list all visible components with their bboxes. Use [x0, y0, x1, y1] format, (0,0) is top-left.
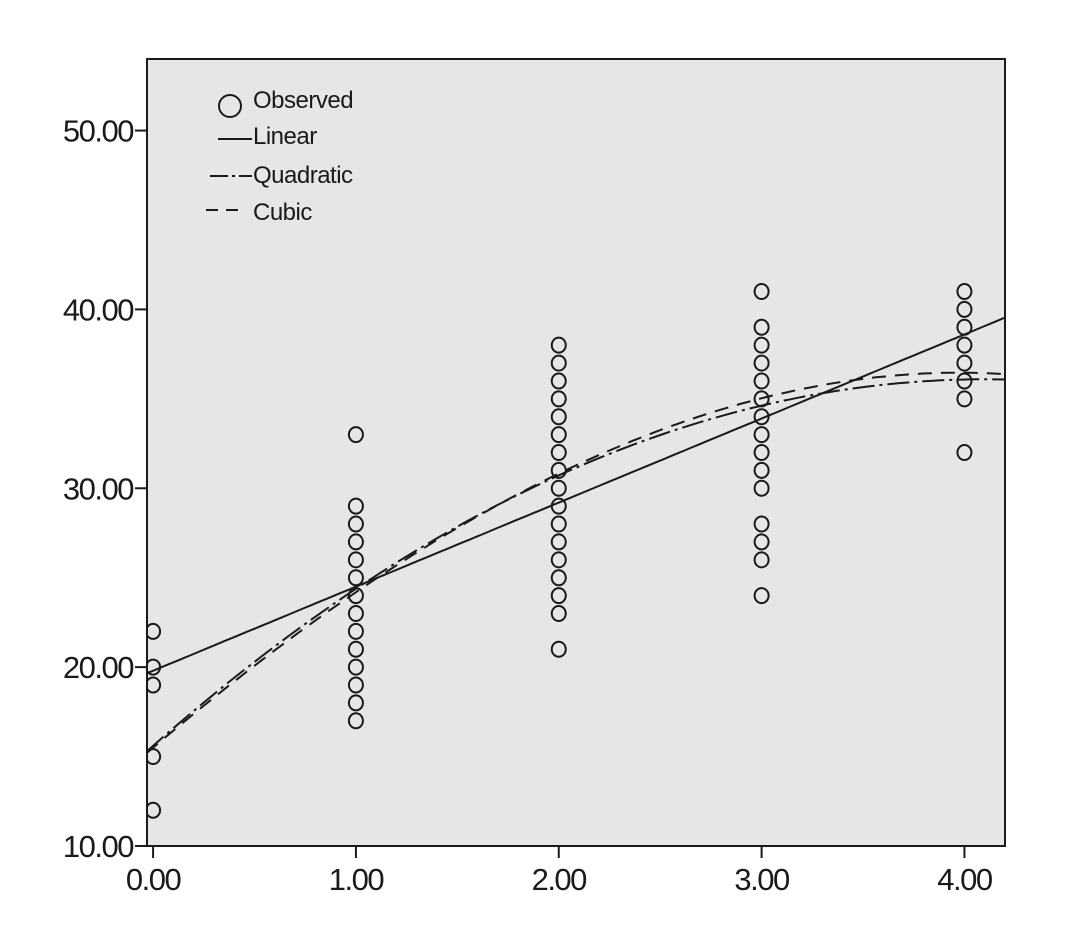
- observed-point: [147, 748, 162, 766]
- observed-point: [347, 551, 364, 569]
- x-tick-label: 4.00: [937, 862, 993, 897]
- observed-point: [550, 551, 567, 569]
- observed-point: [753, 587, 770, 605]
- observed-point: [550, 461, 567, 479]
- observed-point: [550, 640, 567, 658]
- fit-line-cubic: [147, 371, 1005, 754]
- observed-point: [550, 444, 567, 461]
- observed-points: [147, 283, 973, 819]
- observed-point: [347, 587, 364, 605]
- y-axis: 10.00 20.00 30.00 40.00 50.00: [63, 114, 147, 864]
- observed-point: [347, 533, 364, 551]
- observed-point: [347, 658, 364, 676]
- observed-point: [753, 515, 770, 533]
- observed-point: [956, 444, 973, 461]
- observed-point: [753, 336, 770, 354]
- observed-point: [550, 372, 567, 390]
- observed-point: [550, 515, 567, 533]
- fit-lines: [147, 316, 1005, 754]
- observed-point: [956, 283, 973, 301]
- y-tick-label: 40.00: [63, 292, 134, 327]
- legend-observed-marker: [218, 94, 242, 118]
- observed-point: [550, 354, 567, 372]
- observed-point: [347, 694, 364, 712]
- y-tick-label: 30.00: [63, 471, 134, 506]
- observed-point: [956, 300, 973, 318]
- observed-point: [347, 640, 364, 658]
- x-tick-label: 0.00: [126, 862, 182, 897]
- observed-point: [753, 390, 770, 408]
- plot-area: [146, 58, 1006, 847]
- observed-point: [550, 497, 567, 515]
- observed-point: [147, 801, 162, 819]
- observed-point: [753, 354, 770, 372]
- observed-point: [147, 676, 162, 694]
- observed-point: [347, 569, 364, 587]
- observed-point: [753, 461, 770, 479]
- observed-point: [550, 604, 567, 622]
- observed-point: [956, 336, 973, 354]
- observed-point: [956, 354, 973, 372]
- observed-point: [753, 444, 770, 461]
- observed-point: [753, 551, 770, 569]
- y-tick-label: 50.00: [63, 114, 134, 149]
- observed-point: [347, 676, 364, 694]
- observed-point: [347, 712, 364, 730]
- observed-point: [347, 515, 364, 533]
- y-tick-label: 10.00: [63, 829, 134, 864]
- y-tick-label: 20.00: [63, 650, 134, 685]
- observed-point: [147, 658, 162, 676]
- legend: Observed Linear Quadratic Cubic: [206, 87, 354, 226]
- observed-point: [956, 372, 973, 390]
- observed-point: [550, 408, 567, 426]
- legend-label-cubic: Cubic: [253, 199, 312, 226]
- observed-point: [753, 318, 770, 336]
- observed-point: [753, 283, 770, 301]
- fit-line-quadratic: [147, 378, 1005, 752]
- observed-point: [550, 479, 567, 497]
- fit-line-linear: [147, 316, 1005, 675]
- observed-point: [753, 479, 770, 497]
- observed-point: [753, 533, 770, 551]
- legend-label-observed: Observed: [253, 87, 353, 114]
- legend-label-linear: Linear: [253, 123, 317, 150]
- x-tick-label: 3.00: [734, 862, 790, 897]
- x-axis: 0.00 1.00 2.00 3.00 4.00: [126, 846, 994, 897]
- observed-point: [956, 318, 973, 336]
- observed-point: [550, 390, 567, 408]
- legend-label-quadratic: Quadratic: [253, 162, 353, 189]
- observed-point: [956, 390, 973, 408]
- observed-point: [347, 426, 364, 444]
- observed-point: [550, 336, 567, 354]
- observed-point: [753, 372, 770, 390]
- observed-point: [550, 587, 567, 605]
- observed-point: [753, 426, 770, 444]
- x-tick-label: 1.00: [329, 862, 385, 897]
- x-tick-label: 2.00: [532, 862, 588, 897]
- observed-point: [347, 497, 364, 515]
- observed-point: [753, 408, 770, 426]
- observed-point: [347, 604, 364, 622]
- observed-point: [347, 622, 364, 640]
- observed-point: [147, 622, 162, 640]
- observed-point: [550, 569, 567, 587]
- observed-point: [550, 533, 567, 551]
- observed-point: [550, 426, 567, 444]
